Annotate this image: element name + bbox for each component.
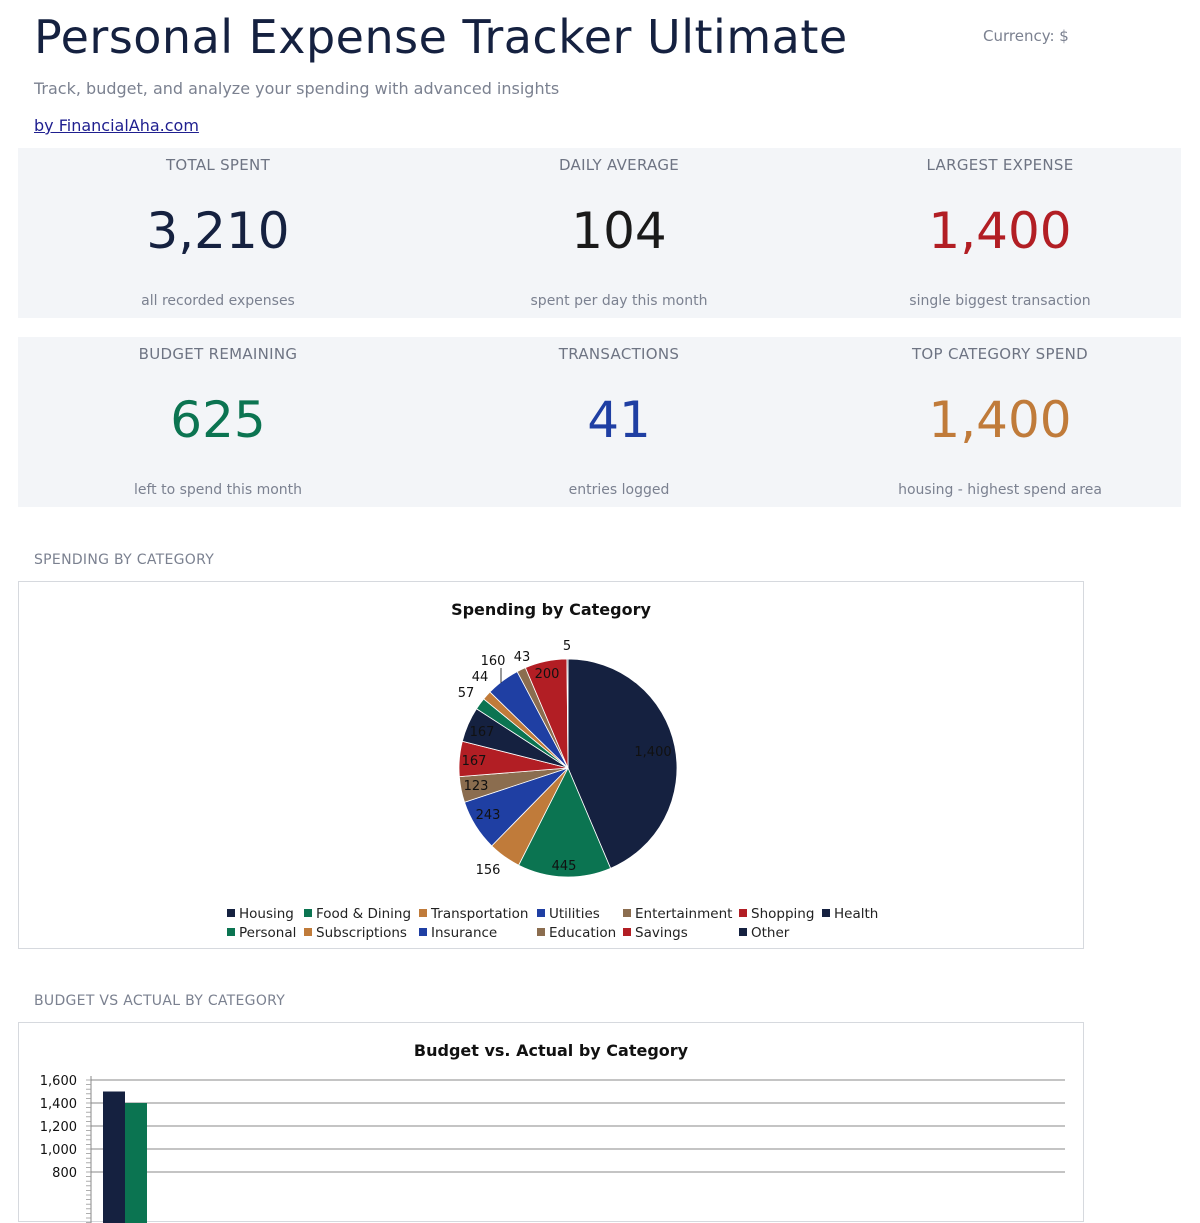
- pie-data-label: 156: [476, 863, 501, 878]
- legend-item: Insurance: [419, 925, 497, 941]
- legend-swatch: [227, 928, 235, 936]
- kpi-largest-expense: LARGEST EXPENSE 1,400 single biggest tra…: [850, 148, 1150, 318]
- y-tick-label: 800: [52, 1166, 77, 1181]
- kpi-label: LARGEST EXPENSE: [850, 156, 1150, 174]
- kpi-row-2: BUDGET REMAINING 625 left to spend this …: [18, 337, 1181, 507]
- legend-label: Subscriptions: [316, 925, 407, 941]
- kpi-top-category: TOP CATEGORY SPEND 1,400 housing - highe…: [850, 337, 1150, 507]
- kpi-value: 3,210: [68, 202, 368, 260]
- kpi-total-spent: TOTAL SPENT 3,210 all recorded expenses: [68, 148, 368, 318]
- legend-swatch: [537, 928, 545, 936]
- legend-label: Insurance: [431, 925, 497, 941]
- legend-item: Food & Dining: [304, 906, 411, 922]
- kpi-budget-remaining: BUDGET REMAINING 625 left to spend this …: [68, 337, 368, 507]
- pie-data-label: 445: [552, 859, 577, 874]
- section-label-spending: SPENDING BY CATEGORY: [34, 552, 214, 568]
- legend-item: Subscriptions: [304, 925, 407, 941]
- page-subtitle: Track, budget, and analyze your spending…: [34, 79, 559, 98]
- bar-budget-housing[interactable]: [103, 1092, 125, 1223]
- legend-swatch: [419, 928, 427, 936]
- pie-data-label: 43: [514, 650, 531, 665]
- legend-swatch: [227, 909, 235, 917]
- y-tick-label: 1,000: [40, 1143, 77, 1158]
- kpi-caption: entries logged: [469, 482, 769, 498]
- legend-label: Other: [751, 925, 790, 941]
- legend-item: Shopping: [739, 906, 814, 922]
- kpi-value: 41: [469, 391, 769, 449]
- legend-swatch: [623, 928, 631, 936]
- kpi-label: TOTAL SPENT: [68, 156, 368, 174]
- kpi-caption: single biggest transaction: [850, 293, 1150, 309]
- credit-link[interactable]: by FinancialAha.com: [34, 116, 199, 135]
- legend-item: Education: [537, 925, 616, 941]
- kpi-caption: all recorded expenses: [68, 293, 368, 309]
- kpi-label: DAILY AVERAGE: [469, 156, 769, 174]
- y-tick-label: 1,200: [40, 1120, 77, 1135]
- legend-swatch: [304, 928, 312, 936]
- y-tick-label: 1,600: [40, 1074, 77, 1089]
- pie-data-label: 57: [458, 686, 475, 701]
- legend-label: Food & Dining: [316, 906, 411, 922]
- legend-swatch: [304, 909, 312, 917]
- legend-label: Housing: [239, 906, 294, 922]
- legend-item: Transportation: [419, 906, 528, 922]
- section-label-budget: BUDGET VS ACTUAL BY CATEGORY: [34, 993, 285, 1009]
- kpi-row-1: TOTAL SPENT 3,210 all recorded expenses …: [18, 148, 1181, 318]
- legend-swatch: [537, 909, 545, 917]
- kpi-value: 1,400: [850, 202, 1150, 260]
- legend-label: Health: [834, 906, 878, 922]
- legend-item: Health: [822, 906, 878, 922]
- legend-item: Housing: [227, 906, 294, 922]
- page-title: Personal Expense Tracker Ultimate: [34, 10, 848, 64]
- bar-actual-housing[interactable]: [125, 1103, 147, 1223]
- legend-label: Utilities: [549, 906, 600, 922]
- legend-item: Savings: [623, 925, 688, 941]
- legend-item: Other: [739, 925, 790, 941]
- legend-swatch: [739, 928, 747, 936]
- kpi-value: 104: [469, 202, 769, 260]
- kpi-daily-average: DAILY AVERAGE 104 spent per day this mon…: [469, 148, 769, 318]
- legend-label: Savings: [635, 925, 688, 941]
- pie-data-label: 167: [462, 754, 487, 769]
- kpi-value: 625: [68, 391, 368, 449]
- legend-swatch: [739, 909, 747, 917]
- pie-data-label: 167: [470, 725, 495, 740]
- y-tick-label: 1,400: [40, 1097, 77, 1112]
- pie-data-label: 1,400: [634, 745, 671, 760]
- kpi-value: 1,400: [850, 391, 1150, 449]
- kpi-label: TRANSACTIONS: [469, 345, 769, 363]
- pie-data-label: 200: [535, 667, 560, 682]
- legend-label: Personal: [239, 925, 296, 941]
- legend-item: Utilities: [537, 906, 600, 922]
- kpi-label: BUDGET REMAINING: [68, 345, 368, 363]
- legend-label: Education: [549, 925, 616, 941]
- currency-indicator: Currency: $: [983, 27, 1069, 45]
- kpi-transactions: TRANSACTIONS 41 entries logged: [469, 337, 769, 507]
- bar-chart: 1,600 1,400 1,200 1,000 800: [19, 1023, 1083, 1223]
- pie-data-label: 123: [464, 779, 489, 794]
- kpi-caption: left to spend this month: [68, 482, 368, 498]
- legend-label: Shopping: [751, 906, 814, 922]
- legend-swatch: [822, 909, 830, 917]
- kpi-caption: spent per day this month: [469, 293, 769, 309]
- legend-label: Transportation: [430, 906, 528, 922]
- legend-item: Entertainment: [623, 906, 732, 922]
- kpi-label: TOP CATEGORY SPEND: [850, 345, 1150, 363]
- pie-data-label: 160: [481, 654, 506, 669]
- pie-data-label: 5: [563, 639, 571, 654]
- legend-label: Entertainment: [635, 906, 732, 922]
- pie-data-label: 243: [476, 808, 501, 823]
- legend-item: Personal: [227, 925, 296, 941]
- legend-swatch: [419, 909, 427, 917]
- legend-swatch: [623, 909, 631, 917]
- kpi-caption: housing - highest spend area: [850, 482, 1150, 498]
- pie-data-label: 44: [472, 670, 489, 685]
